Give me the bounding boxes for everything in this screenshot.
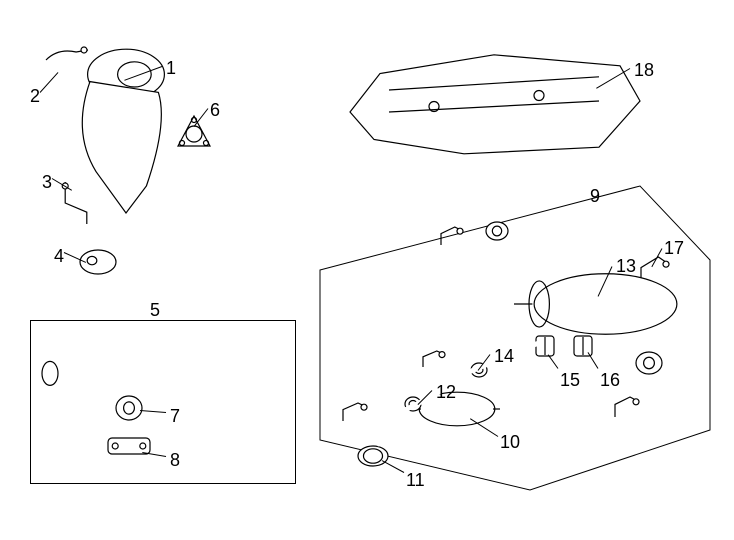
callout-8: 8 (170, 450, 180, 471)
front-pipe (40, 336, 284, 404)
callout-3: 3 (42, 172, 52, 193)
callout-4: 4 (54, 246, 64, 267)
callout-15: 15 (560, 370, 580, 391)
callout-7: 7 (170, 406, 180, 427)
callout-9: 9 (590, 186, 600, 207)
exhaust-isolator-a (484, 220, 510, 242)
pipe-section (370, 330, 550, 450)
callout-17: 17 (664, 238, 684, 259)
gasket-triangle (174, 112, 214, 152)
exhaust-bracket-c (612, 394, 642, 420)
mount-rubber (114, 394, 144, 422)
callout-10: 10 (500, 432, 520, 453)
mount-bracket (106, 430, 152, 462)
callout-6: 6 (210, 100, 220, 121)
exhaust-bracket-a (438, 224, 466, 248)
callout-16: 16 (600, 370, 620, 391)
exhaust-bracket-e (340, 400, 370, 424)
bracket-lower (58, 180, 94, 226)
callout-13: 13 (616, 256, 636, 277)
clip-mid-b (572, 334, 594, 358)
callout-18: 18 (634, 60, 654, 81)
callout-5: 5 (150, 300, 160, 321)
callout-14: 14 (494, 346, 514, 367)
callout-2: 2 (30, 86, 40, 107)
exhaust-bracket-b (634, 350, 664, 376)
heat-shield (344, 46, 644, 156)
callout-12: 12 (436, 382, 456, 403)
leader-line (40, 72, 59, 93)
callout-11: 11 (406, 470, 425, 491)
callout-1: 1 (166, 58, 176, 79)
bracket-upper (44, 46, 90, 66)
